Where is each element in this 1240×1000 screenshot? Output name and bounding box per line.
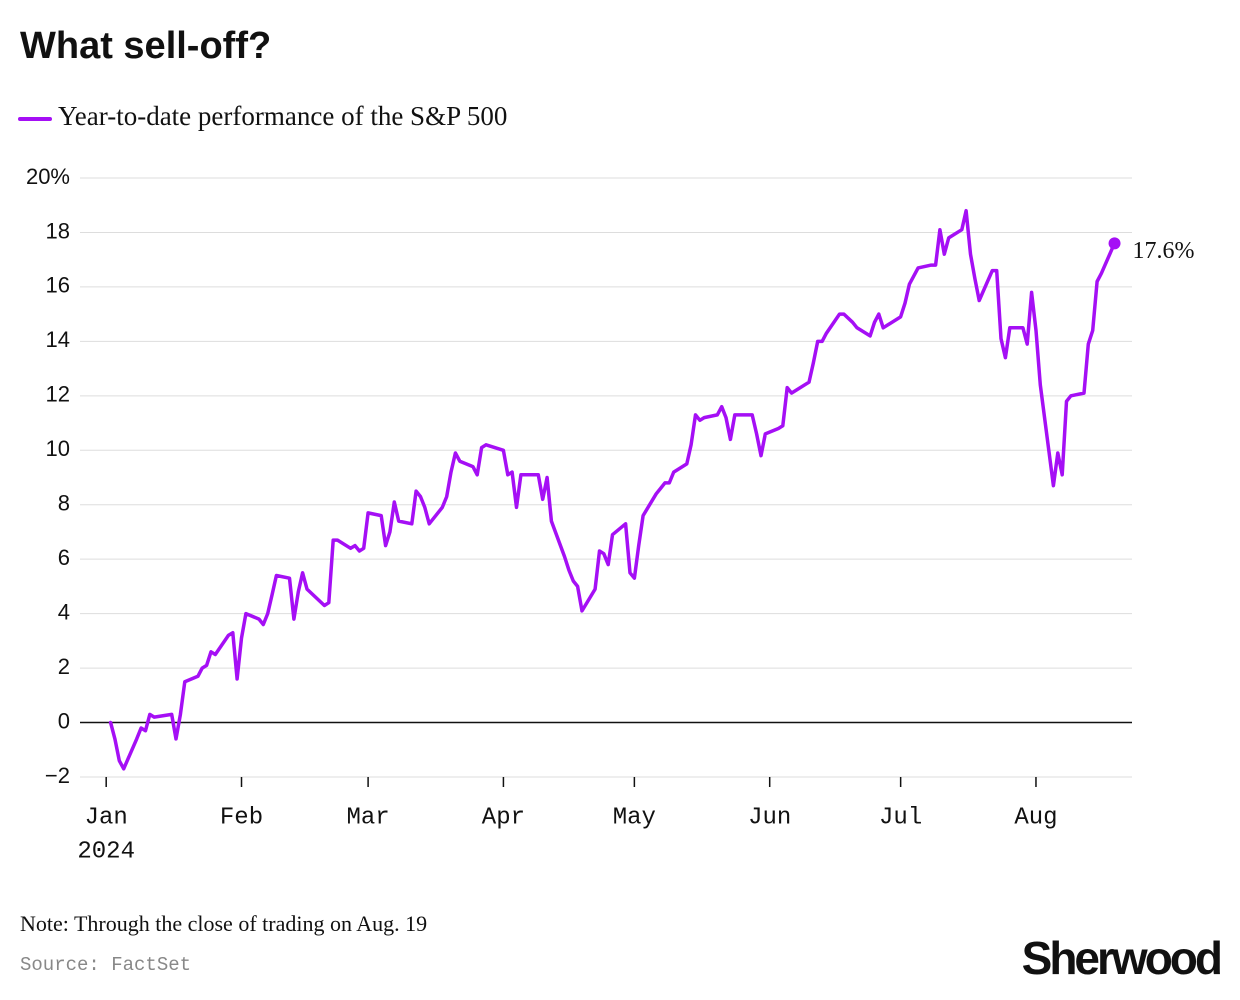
y-tick-label: 10 — [46, 436, 70, 461]
y-tick-label: 18 — [46, 218, 70, 243]
note: Note: Through the close of trading on Au… — [20, 911, 427, 936]
x-tick-label: Apr — [482, 804, 525, 831]
y-tick-label: 0 — [58, 708, 70, 733]
end-label: 17.6% — [1133, 238, 1195, 264]
end-dot — [1108, 237, 1121, 250]
series-line — [108, 208, 1117, 771]
y-tick-label: 4 — [58, 599, 70, 624]
x-tick-label: Aug — [1014, 804, 1057, 831]
y-tick-label: 2 — [58, 654, 70, 679]
y-tick-label: 8 — [58, 491, 70, 516]
y-tick-label: 12 — [46, 382, 70, 407]
x-tick-label: Feb — [220, 804, 263, 831]
source: Source: FactSet — [20, 954, 191, 976]
y-tick-label: 6 — [58, 545, 70, 570]
x-tick-label: Jul — [879, 804, 922, 831]
x-tick-label: Mar — [346, 804, 389, 831]
chart-title: What sell-off? — [20, 25, 271, 67]
x-tick-label: May — [613, 804, 656, 831]
y-tick-label: 20% — [26, 164, 70, 189]
y-tick-label: 14 — [46, 327, 70, 352]
x-tick-label: Jun — [748, 804, 791, 831]
brand-logo: Sherwood — [1022, 932, 1221, 984]
x-year-label: 2024 — [77, 838, 135, 865]
y-tick-label: −2 — [45, 763, 70, 788]
legend-label: Year-to-date performance of the S&P 500 — [58, 101, 507, 131]
x-tick-label: Jan — [85, 804, 128, 831]
y-tick-label: 16 — [46, 273, 70, 298]
